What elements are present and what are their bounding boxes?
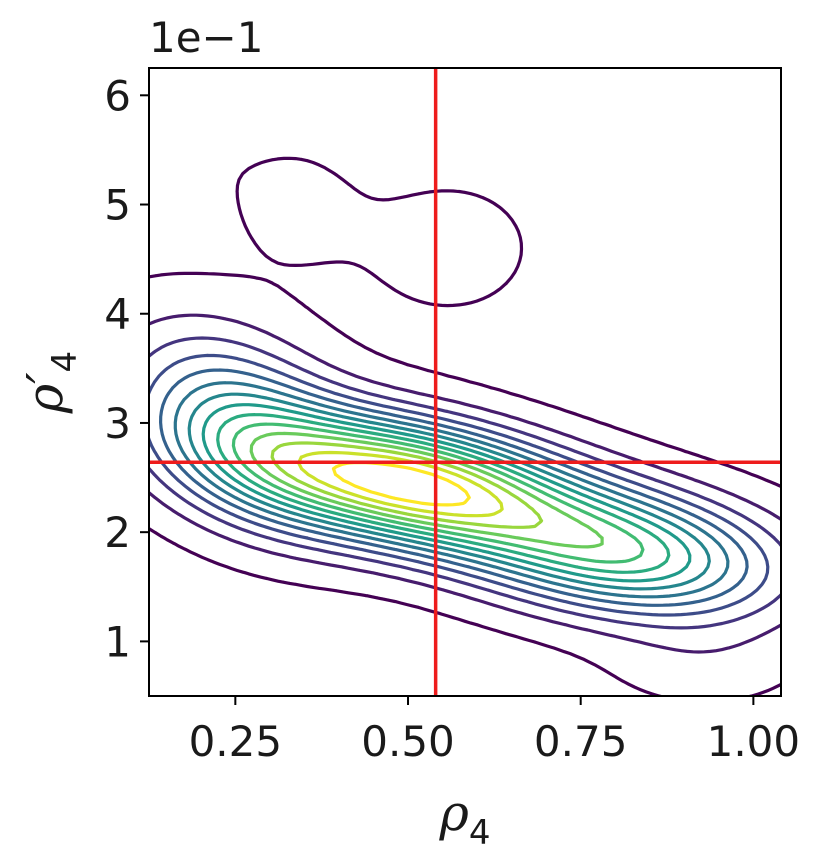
x-tick-label: 0.50 — [361, 717, 455, 766]
y-tick-label: 1 — [104, 617, 131, 666]
x-axis-ticks: 0.25 0.50 0.75 1.00 — [189, 696, 801, 766]
x-axis-label: ρ4 — [438, 784, 490, 853]
contour-level-11 — [249, 431, 604, 549]
contour-level-1 — [149, 156, 781, 696]
x-tick-label: 0.25 — [189, 717, 283, 766]
y-tick-label: 6 — [104, 71, 131, 120]
contour-level-14 — [331, 461, 471, 507]
contour-level-3 — [149, 336, 781, 630]
contour-level-4 — [149, 353, 770, 617]
x-tick-label: 1.00 — [707, 717, 801, 766]
y-tick-label: 3 — [104, 399, 131, 448]
y-axis-label: ρ′4 — [16, 351, 85, 414]
x-tick-label: 0.75 — [534, 717, 628, 766]
contour-level-5 — [159, 368, 749, 607]
reference-lines — [149, 68, 781, 696]
contour-level-12 — [270, 441, 544, 529]
contour-level-10 — [231, 422, 645, 564]
y-tick-label: 4 — [104, 290, 131, 339]
y-offset-label: 1e−1 — [149, 13, 263, 62]
contour-lines — [149, 156, 781, 696]
y-axis-ticks: 1 2 3 4 5 6 — [104, 71, 149, 666]
contour-level-13 — [297, 450, 504, 518]
y-tick-label: 5 — [104, 181, 131, 230]
plot-frame — [148, 67, 782, 697]
contour-level-2 — [149, 313, 781, 654]
contour-level-8 — [201, 403, 692, 583]
y-tick-label: 2 — [104, 508, 131, 557]
